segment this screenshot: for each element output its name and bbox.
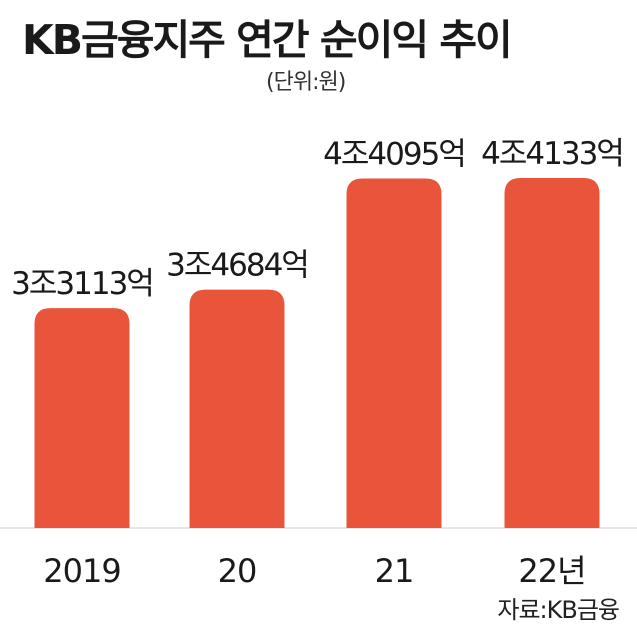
unit-label: (단위:원) — [266, 70, 346, 95]
bar-3 — [504, 178, 600, 528]
bar-1 — [189, 289, 285, 528]
x-tick-label-3: 22년 — [518, 552, 585, 590]
x-tick-label-2: 21 — [375, 552, 414, 590]
bar-2 — [346, 178, 442, 528]
value-label-3: 4조4133억 — [481, 136, 623, 172]
bar-0 — [34, 308, 130, 528]
chart-title: KB금융지주 연간 순이익 추이 — [22, 16, 513, 64]
value-label-0: 3조3113억 — [11, 266, 153, 302]
x-tick-label-0: 2019 — [43, 552, 120, 590]
x-tick-label-1: 20 — [218, 552, 257, 590]
source-note: 자료:KB금융 — [497, 596, 620, 624]
value-label-1: 3조4684억 — [166, 248, 308, 284]
value-label-2: 4조4095억 — [323, 136, 465, 172]
